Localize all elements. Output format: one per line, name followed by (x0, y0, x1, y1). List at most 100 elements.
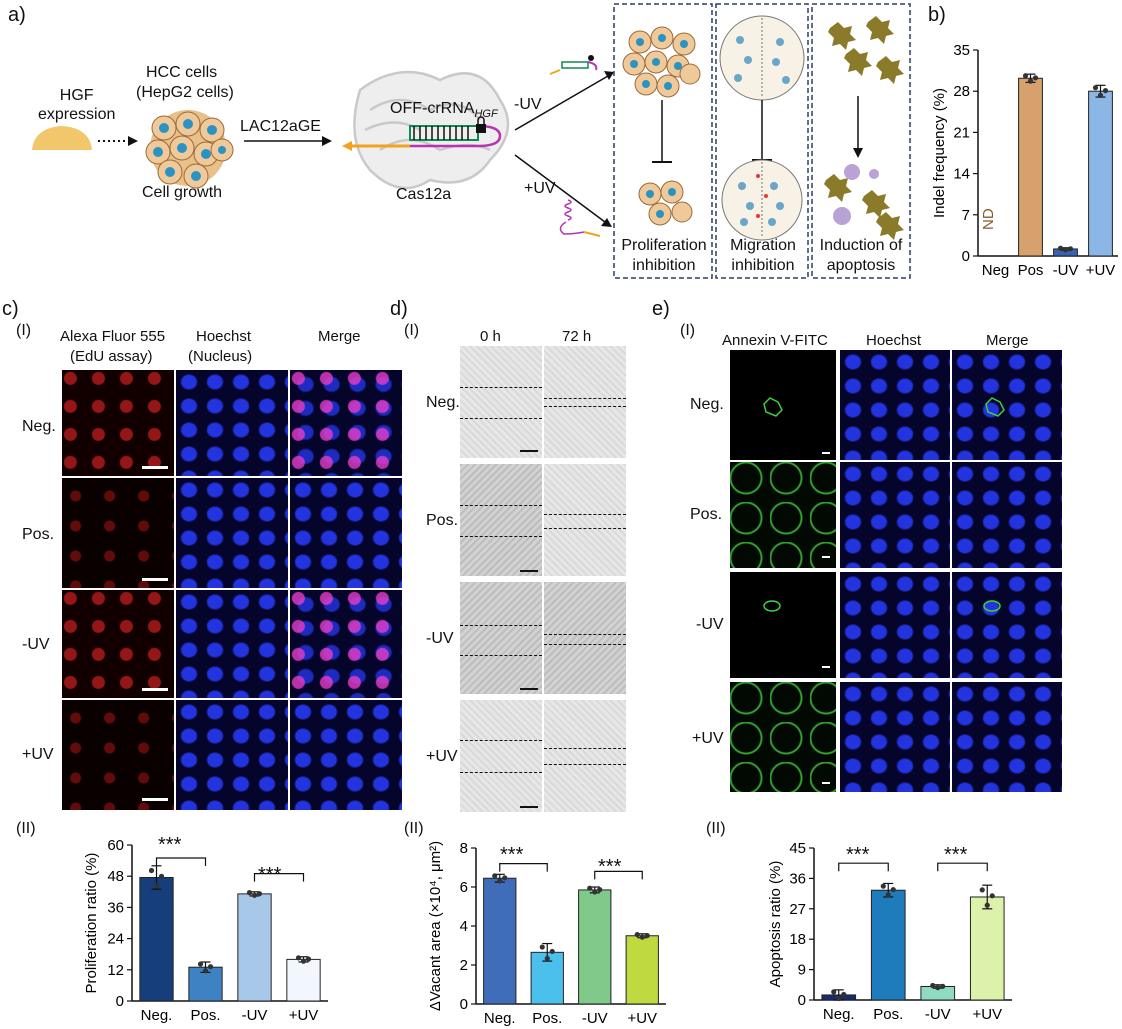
data-point (305, 956, 312, 962)
panel-d-label: d) (390, 298, 408, 320)
e-nuv-blue (840, 572, 950, 678)
panel-d-sub2: (II) (404, 820, 424, 837)
significance-bracket (838, 862, 889, 872)
col-hoechst-b: (Nucleus) (188, 348, 253, 365)
bar (139, 877, 174, 1002)
c-pos-red (62, 478, 174, 588)
d-puv-72h (544, 700, 626, 812)
x-tick-label: -UV (1053, 262, 1079, 279)
e-pos-green (730, 462, 836, 568)
c-puv-red (62, 700, 174, 810)
bar (870, 889, 906, 1001)
e-nuv-green (730, 572, 836, 678)
e-neg-green (730, 350, 836, 460)
data-point (251, 892, 258, 898)
hcc-cells-label: HCC cells (146, 64, 218, 81)
x-tick-label: Pos. (190, 1007, 220, 1024)
y-axis-label: Apoptosis ratio (%) (767, 861, 784, 988)
bar (625, 935, 659, 1005)
d-wound-line (460, 536, 542, 537)
y-tick-label: 2 (460, 957, 468, 974)
y-axis-label: Proliferation ratio (%) (83, 853, 100, 994)
migration-inhibition-label: Migration inhibition (730, 237, 796, 274)
data-point (153, 883, 160, 889)
e-nuv-merge (952, 572, 1062, 678)
bar (578, 889, 612, 1005)
c-puv-blue (176, 700, 288, 810)
col-72h: 72 h (562, 328, 592, 345)
y-tick-label: 12 (107, 962, 124, 979)
data-point (979, 887, 985, 893)
bar (969, 896, 1005, 1001)
d-wound-line (460, 387, 542, 388)
significance-bracket (594, 870, 643, 880)
data-point (1057, 245, 1064, 251)
data-point (634, 931, 640, 938)
c-scale-bar-4 (142, 798, 168, 801)
y-tick-label: 18 (789, 931, 806, 948)
data-point (502, 875, 508, 881)
data-point (295, 955, 302, 961)
panel-e-sub2: (II) (706, 820, 726, 837)
c-scale-bar-3 (142, 688, 168, 691)
y-tick-label: 0 (116, 993, 124, 1010)
panel-e-sub1: (I) (680, 322, 696, 339)
bar (286, 958, 321, 1002)
d-wound-line (460, 772, 542, 773)
d-row-neg: Neg. (426, 394, 460, 411)
y-tick-label: 8 (460, 840, 468, 857)
x-tick-label: +UV (1086, 262, 1116, 279)
cas12a-label: Cas12a (396, 186, 452, 203)
d-stars-1: *** (500, 844, 524, 866)
d-pos-72h (544, 464, 626, 576)
d-row-nuv: -UV (426, 630, 454, 647)
data-point (597, 887, 603, 893)
y-axis-label: ΔVacant area (×10⁴, μm²) (427, 841, 444, 1011)
x-tick-label: +UV (289, 1007, 319, 1024)
y-tick-label: 0 (962, 248, 970, 265)
x-tick-label: +UV (627, 1010, 657, 1027)
panel-c-sub2: (II) (16, 820, 36, 837)
y-tick-label: 35 (953, 42, 970, 59)
data-point (207, 964, 214, 970)
c-puv-merge (290, 700, 402, 810)
y-tick-label: 9 (798, 962, 806, 979)
x-tick-label: -UV (582, 1010, 608, 1027)
e-row-nuv: -UV (696, 616, 724, 633)
y-axis-label: Indel frequency (%) (931, 88, 948, 218)
d-wound-line (460, 740, 542, 741)
data-point (497, 878, 503, 884)
y-tick-label: 36 (107, 899, 124, 916)
induction-apoptosis-label: Induction of apoptosis (819, 237, 903, 274)
c-stars-1: *** (158, 834, 182, 856)
c-pos-merge (290, 478, 402, 588)
d-wound-line (544, 644, 626, 645)
significance-bracket (155, 857, 207, 866)
d-stars-2: *** (598, 856, 622, 878)
y-tick-label: 48 (107, 868, 124, 885)
e-pos-blue (840, 462, 950, 568)
hgf-expression-label: HGF expression (38, 87, 116, 123)
data-point (930, 982, 936, 989)
d-wound-line (460, 655, 542, 656)
data-point (148, 867, 155, 874)
d-puv-0h (460, 700, 542, 812)
e-pos-merge (952, 462, 1062, 568)
e-puv-blue (840, 682, 950, 792)
e-neg-blue (840, 350, 950, 460)
x-tick-label: Pos. (532, 1010, 562, 1027)
data-point (587, 885, 593, 891)
bar (237, 893, 272, 1002)
panel-c-label: c) (2, 298, 19, 320)
data-point (639, 934, 645, 940)
y-tick-label: 0 (798, 992, 806, 1009)
c-neg-blue (176, 370, 288, 476)
col-merge: Merge (318, 328, 361, 345)
x-tick-label: Neg. (484, 1010, 516, 1027)
c-nuv-red (62, 590, 174, 698)
col-hoechst: Hoechst (196, 328, 252, 345)
x-tick-label: Pos. (873, 1006, 903, 1023)
